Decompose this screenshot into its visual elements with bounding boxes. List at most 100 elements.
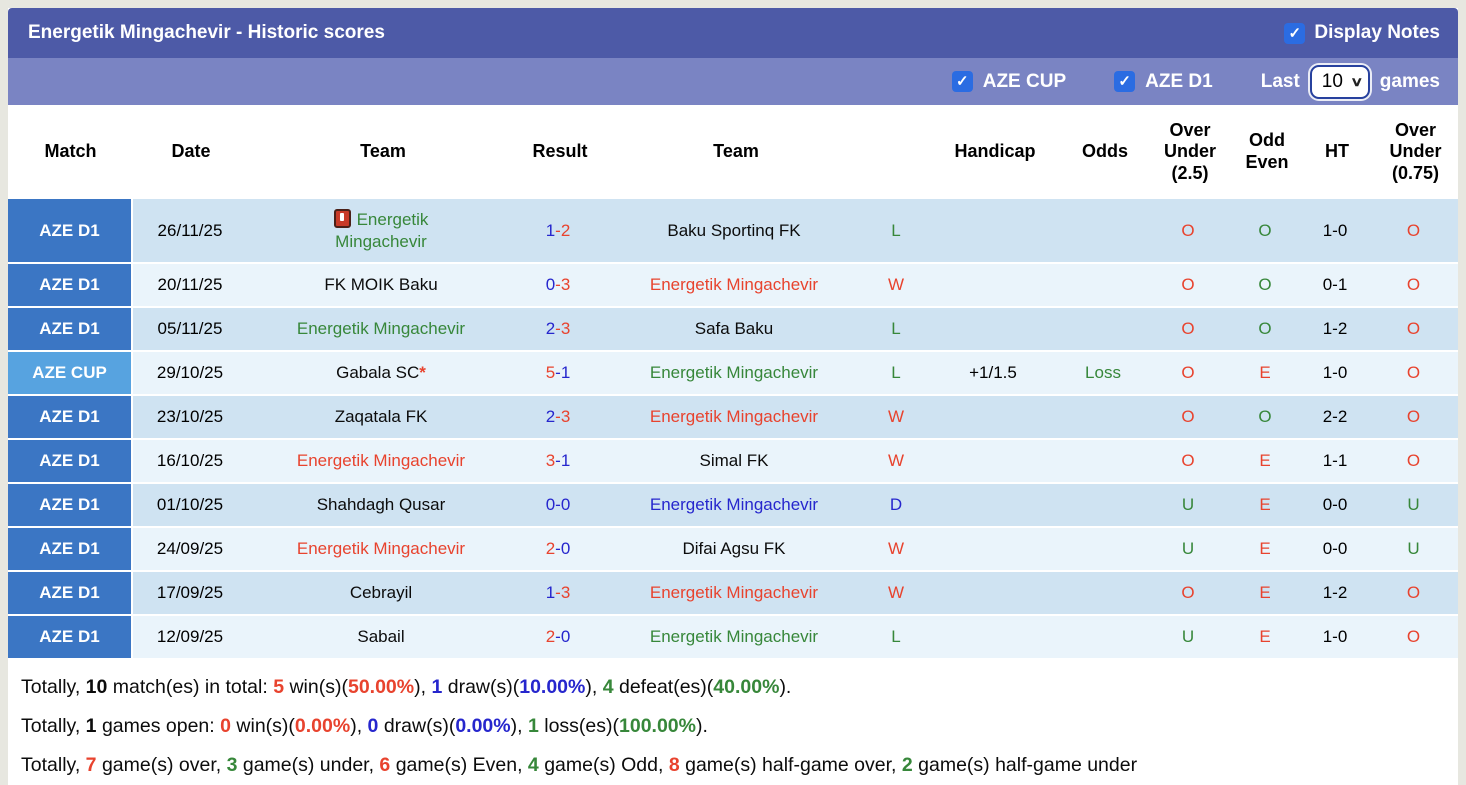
over-under-2-5-cell: O (1181, 363, 1195, 382)
handicap-cell (925, 440, 1061, 482)
over-under-0-75-cell: O (1406, 319, 1421, 338)
league-badge: AZE D1 (8, 440, 131, 482)
summary-segment: 50.00% (347, 676, 415, 698)
home-team-cell: Zaqatala FK (334, 407, 428, 427)
odd-even-cell: E (1259, 363, 1271, 382)
odd-even-cell: E (1259, 539, 1271, 558)
page-title: Energetik Mingachevir - Historic scores (28, 22, 385, 43)
away-team-cell: Difai Agsu FK (682, 539, 786, 559)
summary-segment: win(s)( (230, 715, 295, 737)
aze-cup-label[interactable]: AZE CUP (982, 70, 1067, 92)
summary-segment: ), (350, 715, 368, 737)
over-under-2-5-cell: O (1181, 583, 1195, 602)
summary-segment: game(s) half-game under (912, 754, 1138, 776)
wdl-cell: W (887, 583, 905, 602)
odds-cell (1061, 484, 1145, 526)
league-badge: AZE D1 (8, 264, 131, 306)
away-team-cell: Energetik Mingachevir (649, 275, 819, 295)
over-under-0-75-cell: U (1407, 539, 1420, 558)
handicap-cell: +1/1.5 (969, 363, 1017, 382)
odd-even-cell: O (1258, 275, 1272, 294)
ht-cell: 1-0 (1322, 363, 1348, 382)
table-row: AZE D1 05/11/25 Energetik Mingachevir 2-… (8, 308, 1458, 350)
date-cell: 01/10/25 (156, 495, 224, 514)
result-cell: 0-0 (545, 495, 571, 514)
summary-segment: 40.00% (713, 676, 780, 698)
over-under-2-5-cell: O (1181, 319, 1195, 338)
result-cell: 1-2 (545, 220, 571, 240)
away-team-cell: Safa Baku (694, 319, 774, 339)
date-cell: 23/10/25 (156, 407, 224, 426)
league-badge: AZE D1 (8, 528, 131, 570)
date-cell: 20/11/25 (157, 275, 223, 294)
summary-segment: ), (510, 715, 528, 737)
over-under-0-75-cell: O (1406, 220, 1421, 240)
handicap-cell (925, 264, 1061, 306)
summary-segment: 1 (85, 715, 97, 737)
summary-segment: game(s) Odd, (538, 754, 669, 776)
last-label: Last (1260, 70, 1300, 92)
handicap-cell (925, 528, 1061, 570)
header-handicap: Handicap (954, 141, 1036, 162)
aze-cup-checkbox[interactable] (951, 71, 973, 92)
odd-even-cell: E (1259, 451, 1271, 470)
summary-segment: 10.00% (519, 676, 586, 698)
aze-d1-checkbox[interactable] (1114, 71, 1136, 92)
over-under-2-5-cell: O (1181, 407, 1195, 426)
summary-segment: 6 (379, 754, 391, 776)
header-over-under-2-5: Over Under (2.5) (1163, 119, 1216, 183)
over-under-0-75-cell: O (1406, 451, 1421, 470)
odd-even-cell: O (1258, 220, 1272, 240)
summary-segment: match(es) in total: (107, 676, 274, 698)
odd-even-cell: O (1258, 319, 1272, 338)
home-team-cell: Cebrayil (349, 583, 413, 603)
league-badge: AZE D1 (8, 199, 131, 262)
table-row: AZE D1 12/09/25 Sabail 2-0 Energetik Min… (8, 616, 1458, 658)
summary-section: Totally, 10 match(es) in total: 5 win(s)… (8, 660, 1458, 785)
odd-even-cell: E (1259, 627, 1271, 646)
away-team-cell: Energetik Mingachevir (649, 363, 819, 383)
ht-cell: 0-1 (1322, 275, 1348, 294)
odd-even-cell: E (1259, 583, 1271, 602)
odds-cell (1061, 308, 1145, 350)
table-header: Match Date Team Result Team Handicap Odd… (8, 105, 1458, 199)
ht-cell: 1-2 (1322, 319, 1348, 338)
aze-d1-label[interactable]: AZE D1 (1145, 70, 1213, 92)
date-cell: 17/09/25 (156, 583, 224, 602)
summary-segment: Totally, (21, 715, 86, 737)
ht-cell: 0-0 (1322, 495, 1348, 514)
header-date: Date (171, 141, 211, 162)
date-cell: 05/11/25 (157, 319, 223, 338)
handicap-cell (925, 484, 1061, 526)
summary-segment: 0 (220, 715, 231, 737)
games-count-select[interactable]: 10 (1313, 71, 1364, 92)
home-team-cell: Energetik Mingachevir (333, 209, 429, 251)
date-cell: 29/10/25 (156, 363, 224, 382)
home-team-cell: Shahdagh Qusar (316, 495, 446, 515)
table-row: AZE D1 26/11/25 Energetik Mingachevir 1-… (8, 199, 1458, 262)
summary-segment: 3 (226, 754, 238, 776)
odds-cell (1061, 528, 1145, 570)
title-bar: Energetik Mingachevir - Historic scores … (8, 8, 1458, 58)
summary-segment: 4 (602, 676, 614, 698)
summary-segment: 8 (668, 754, 680, 776)
display-notes-checkbox[interactable] (1284, 22, 1306, 44)
display-notes-label[interactable]: Display Notes (1314, 22, 1440, 43)
historic-scores-panel: Energetik Mingachevir - Historic scores … (8, 8, 1458, 785)
summary-segment: ), (414, 676, 432, 698)
table-row: AZE D1 16/10/25 Energetik Mingachevir 3-… (8, 440, 1458, 482)
summary-segment: game(s) under, (237, 754, 380, 776)
over-under-2-5-cell: U (1181, 495, 1195, 514)
summary-line-open: Totally, 1 games open: 0 win(s)(0.00%), … (21, 707, 1458, 746)
handicap-cell (925, 199, 1061, 262)
odds-cell (1061, 264, 1145, 306)
summary-segment: 0 (367, 715, 379, 737)
header-odds: Odds (1081, 141, 1128, 162)
handicap-cell (925, 572, 1061, 614)
over-under-0-75-cell: O (1406, 583, 1421, 602)
ht-cell: 2-2 (1322, 407, 1348, 426)
odds-cell: Loss (1085, 363, 1121, 382)
summary-segment: 100.00% (619, 715, 696, 737)
games-count-select-wrap: 10 ∨ (1309, 64, 1370, 99)
summary-segment: 1 (431, 676, 443, 698)
